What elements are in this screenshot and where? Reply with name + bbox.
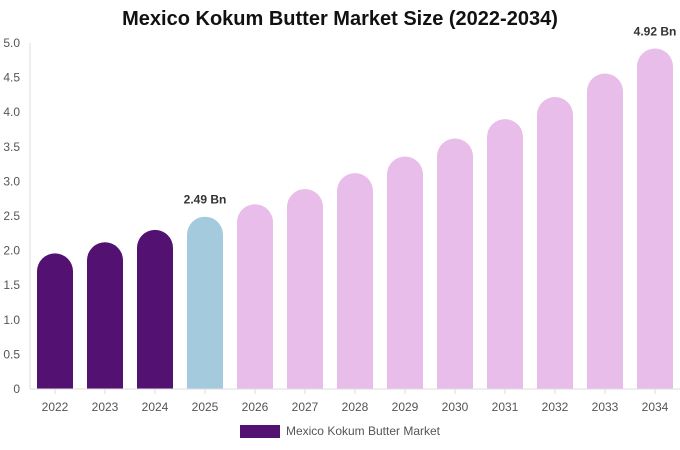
- x-tick-label-2024: 2024: [142, 400, 169, 414]
- bar-2030: [437, 138, 473, 389]
- bar-2026: [237, 204, 273, 389]
- y-tick-label: 3.0: [3, 174, 20, 188]
- legend-swatch: [239, 424, 280, 438]
- y-axis: 0 0.5 1.0 1.5 2.0 2.5 3.0 3.5 4.0 4.5 5.0: [3, 36, 31, 396]
- x-tick-label-2030: 2030: [442, 400, 469, 414]
- y-tick-label: 1.0: [3, 313, 20, 327]
- bar-2031: [487, 119, 523, 389]
- bar-2023: [87, 242, 123, 389]
- y-tick-label: 4.0: [3, 105, 20, 119]
- x-tick-label-2026: 2026: [242, 400, 269, 414]
- x-tick-label-2025: 2025: [192, 400, 219, 414]
- x-tick-label-2034: 2034: [642, 400, 669, 414]
- x-tick-label-2023: 2023: [92, 400, 119, 414]
- x-tick-label-2029: 2029: [392, 400, 419, 414]
- y-tick-label: 0.5: [3, 347, 20, 361]
- x-tick-label-2027: 2027: [292, 400, 319, 414]
- chart-title: Mexico Kokum Butter Market Size (2022-20…: [122, 8, 558, 30]
- bar-2024: [137, 229, 173, 389]
- y-tick-label: 4.5: [3, 71, 20, 85]
- bar-2022: [37, 253, 73, 389]
- bars: [37, 48, 673, 389]
- bar-2025: [187, 216, 223, 389]
- y-tick-label: 5.0: [3, 36, 20, 50]
- y-tick-label: 1.5: [3, 278, 20, 292]
- y-tick-label: 2.5: [3, 209, 20, 223]
- x-tick-label-2032: 2032: [542, 400, 569, 414]
- x-tick-label-2033: 2033: [592, 400, 619, 414]
- y-tick-label: 0: [13, 382, 20, 396]
- bar-2032: [537, 96, 573, 389]
- data-label-2025: 2.49 Bn: [184, 193, 227, 207]
- bar-2027: [287, 189, 323, 389]
- bar-2033: [587, 73, 623, 389]
- x-axis: 2022 2023 2024 2025 2026 2027 2028 2029 2030 2031…: [30, 388, 680, 414]
- bar-2034: [637, 48, 673, 389]
- legend: Mexico Kokum Butter Market: [0, 424, 680, 438]
- x-tick-label-2022: 2022: [42, 400, 69, 414]
- y-tick-label: 2.0: [3, 244, 20, 258]
- data-label-2034: 4.92 Bn: [634, 25, 677, 39]
- bar-2028: [337, 173, 373, 389]
- x-tick-label-2031: 2031: [492, 400, 519, 414]
- y-tick-label: 3.5: [3, 140, 20, 154]
- legend-label: Mexico Kokum Butter Market: [285, 424, 441, 438]
- bar-2029: [387, 156, 423, 389]
- data-labels: 2.49 Bn 4.92 Bn: [184, 25, 677, 207]
- x-tick-label-2028: 2028: [342, 400, 369, 414]
